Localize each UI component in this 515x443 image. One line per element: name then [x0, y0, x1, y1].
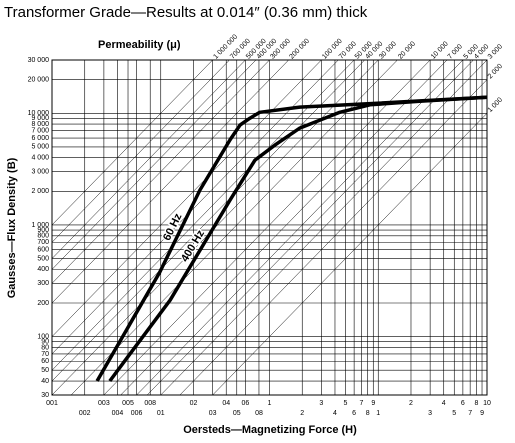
y-tick-label: 10 000 — [28, 110, 50, 117]
x-tick-label: 001 — [46, 400, 58, 407]
y-tick-label: 3 000 — [31, 169, 49, 176]
y-tick-label: 7 000 — [31, 127, 49, 134]
permeability-line — [51, 59, 246, 259]
y-tick-label: 50 — [41, 367, 49, 374]
permeability-label: Permeability (μ) — [98, 39, 181, 51]
y-tick-label: 5 000 — [31, 144, 49, 151]
x-tick-label: 02 — [190, 400, 198, 407]
y-tick-label: 4 000 — [31, 155, 49, 162]
permeability-line — [51, 59, 365, 382]
y-tick-label: 70 — [41, 351, 49, 358]
x-tick-label: 3 — [319, 400, 323, 407]
y-tick-label: 600 — [37, 247, 49, 254]
permeability-line — [212, 113, 488, 396]
permeability-line — [179, 79, 488, 396]
permeability-line — [51, 59, 230, 243]
y-tick-label: 500 — [37, 255, 49, 262]
x-tick-label: 002 — [79, 410, 91, 417]
x-tick-label: 03 — [209, 410, 217, 417]
permeability-line — [70, 59, 398, 396]
x-tick-label: 8 — [366, 410, 370, 417]
x-tick-label: 9 — [480, 410, 484, 417]
x-tick-label: 004 — [112, 410, 124, 417]
permeability-line — [51, 59, 289, 304]
x-tick-label: 5 — [344, 400, 348, 407]
permeability-line — [103, 59, 431, 396]
y-tick-label: 200 — [37, 300, 49, 307]
x-tick-label: 06 — [241, 400, 249, 407]
permeability-line — [160, 59, 488, 396]
y-tick-label: 900 — [37, 227, 49, 234]
x-tick-label: 6 — [461, 400, 465, 407]
x-tick-label: 9 — [371, 400, 375, 407]
y-tick-label: 8 000 — [31, 121, 49, 128]
y-axis-label: Gausses—Flux Density (B) — [6, 157, 18, 298]
y-tick-label: 60 — [41, 358, 49, 365]
y-tick-label: 40 — [41, 378, 49, 385]
x-tick-label: 003 — [98, 400, 110, 407]
y-tick-label: 9 000 — [31, 115, 49, 122]
y-tick-label: 400 — [37, 266, 49, 273]
y-tick-label: 20 000 — [28, 77, 50, 84]
permeability-line — [146, 59, 474, 396]
permeability-line — [51, 59, 322, 337]
x-tick-label: 006 — [131, 410, 143, 417]
x-axis-label: Oersteds—Magnetizing Force (H) — [183, 424, 357, 436]
x-tick-label: 3 — [428, 410, 432, 417]
x-tick-label: 6 — [352, 410, 356, 417]
y-tick-label: 90 — [41, 339, 49, 346]
x-tick-label: 7 — [468, 410, 472, 417]
curve — [108, 95, 488, 383]
y-tick-label: 100 — [37, 333, 49, 340]
chart-title: Transformer Grade—Results at 0.014″ (0.3… — [4, 4, 368, 21]
x-tick-label: 08 — [255, 410, 263, 417]
x-tick-label: 005 — [122, 400, 134, 407]
x-tick-label: 05 — [233, 410, 241, 417]
permeability-line — [120, 59, 448, 396]
x-tick-label: 4 — [333, 410, 337, 417]
x-tick-label: 4 — [442, 400, 446, 407]
x-tick-label: 2 — [409, 400, 413, 407]
y-tick-label: 300 — [37, 280, 49, 287]
permeability-line — [51, 59, 355, 371]
curve — [95, 95, 488, 382]
x-tick-label: 5 — [452, 410, 456, 417]
y-tick-label: 1 000 — [31, 222, 49, 229]
x-tick-label: 1 — [376, 410, 380, 417]
x-tick-label: 10 — [483, 400, 491, 407]
permeability-line — [51, 59, 257, 270]
y-tick-label: 30 — [41, 392, 49, 399]
x-tick-label: 008 — [144, 400, 156, 407]
permeability-line — [51, 59, 270, 284]
x-tick-label: 01 — [157, 410, 165, 417]
y-tick-label: 6 000 — [31, 135, 49, 142]
x-tick-label: 1 — [268, 400, 272, 407]
y-tick-label: 30 000 — [28, 57, 50, 64]
x-tick-label: 7 — [359, 400, 363, 407]
permeability-line — [136, 59, 464, 396]
x-tick-label: 8 — [475, 400, 479, 407]
y-tick-label: 700 — [37, 239, 49, 246]
x-tick-label: 04 — [222, 400, 230, 407]
y-tick-label: 2 000 — [31, 188, 49, 195]
y-tick-label: 800 — [37, 233, 49, 240]
permeability-line — [51, 59, 213, 226]
x-tick-label: 2 — [300, 410, 304, 417]
y-tick-label: 80 — [41, 344, 49, 351]
